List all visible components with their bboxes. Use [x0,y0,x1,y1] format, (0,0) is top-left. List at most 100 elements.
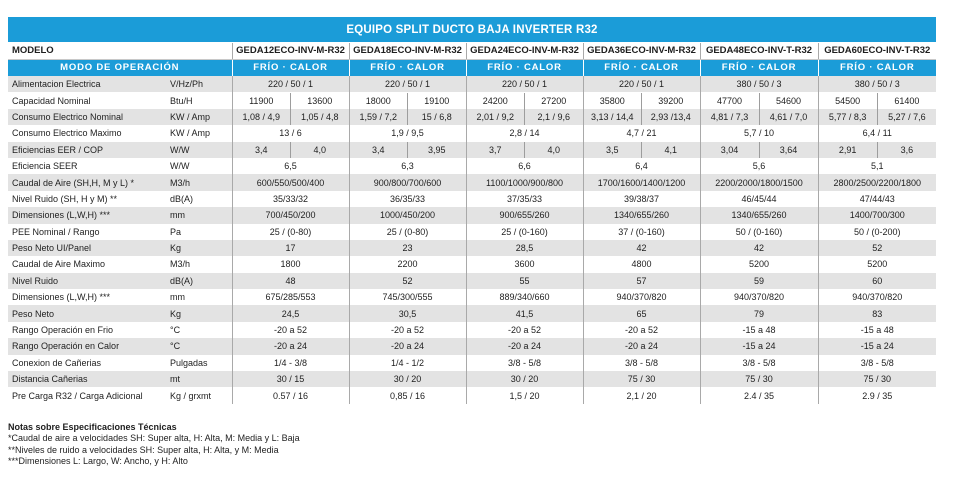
spec-value: 1100/1000/900/800 [465,174,584,191]
spec-unit: W/W [168,157,233,175]
spec-value-heating: 4,0 [547,144,561,155]
spec-value: -15 a 24 [699,338,819,355]
spec-value: 25 / (0-160) [465,223,584,240]
spec-row: Consumo Electrico Nominal KW / Amp 1,08 / … [8,108,937,126]
spec-value: 2,8 / 14 [465,125,584,142]
model-name: GEDA18ECO-INV-M-R32 [348,43,467,60]
spec-value: 25 / (0-80) [231,223,350,240]
table-title: EQUIPO SPLIT DUCTO BAJA INVERTER R32 [8,17,936,42]
spec-parameter: Peso Neto UI/Panel [8,239,168,257]
spec-unit: Btu/H [168,92,233,109]
spec-value: 3600 [465,256,584,273]
operation-mode-value: FRÍO · CALOR [465,59,584,76]
spec-value: 60 [817,272,937,290]
spec-value: 220 / 50 / 1 [582,76,701,93]
model-name: GEDA12ECO-INV-M-R32 [231,43,350,60]
spec-value-heating: 39200 [658,95,684,106]
spec-value-cooling: 35800 [584,92,643,109]
spec-value-pair: 3,4 3,95 [348,141,467,158]
spec-value-cooling: 3,4 [350,141,409,158]
spec-value-heating: 3,64 [779,144,798,155]
spec-value: 380 / 50 / 3 [817,76,937,93]
spec-value: 30 / 20 [465,371,584,388]
spec-parameter: Dimensiones (L,W,H) *** [8,289,168,306]
spec-value-cooling: 11900 [233,92,292,109]
note-line: ***Dimensiones L: Largo, W: Ancho, y H: … [8,455,188,466]
spec-value: 50 / (0-200) [817,223,937,240]
spec-unit: Kg / grxmt [168,387,233,404]
spec-value: 52 [817,239,937,257]
spec-value: 79 [699,305,819,322]
spec-row: Dimensiones (L,W,H) *** mm 675/285/553 745/… [8,289,937,306]
spec-value: 1400/700/300 [817,207,937,224]
spec-value: 2.4 / 35 [699,387,819,404]
spec-value: 42 [582,239,701,257]
spec-value: 25 / (0-80) [348,223,467,240]
spec-value: 2800/2500/2200/1800 [817,174,937,191]
spec-value: 220 / 50 / 1 [348,76,467,93]
spec-value: 65 [582,305,701,322]
spec-value-cooling: 24200 [467,92,526,109]
spec-value: -15 a 48 [699,321,819,339]
spec-value: 75 / 30 [699,371,819,388]
spec-value-pair: 35800 39200 [582,92,701,109]
spec-value: 23 [348,239,467,257]
spec-value: 1,5 / 20 [465,387,584,404]
spec-value: 1/4 - 3/8 [231,354,350,372]
spec-value: 35/33/32 [231,190,350,208]
spec-row: Consumo Electrico Maximo KW / Amp 13 / 6 1,… [8,125,937,142]
spec-value: 940/370/820 [817,289,937,306]
spec-value: 3/8 - 5/8 [465,354,584,372]
spec-value-heating: 19100 [424,95,450,106]
spec-value: -20 a 24 [348,338,467,355]
spec-value-pair: 3,5 4,1 [582,141,701,158]
spec-value-heating: 1,05 / 4,8 [301,111,339,122]
spec-value-cooling: 47700 [701,92,760,109]
spec-value-heating: 4,0 [313,144,327,155]
spec-value: 5,7 / 10 [699,125,819,142]
spec-parameter: PEE Nominal / Rango [8,223,168,240]
spec-value: 30 / 15 [231,371,350,388]
spec-value: 42 [699,239,819,257]
spec-value: 6,5 [231,157,350,175]
spec-value-cooling: 2,91 [819,141,878,158]
note-line: **Niveles de ruido a velocidades SH: Sup… [8,444,279,455]
spec-value: 1700/1600/1400/1200 [582,174,701,191]
spec-value-pair: 4,81 / 7,3 4,61 / 7,0 [699,108,819,126]
spec-parameter: Distancia Cañerias [8,371,168,388]
spec-parameter: Consumo Electrico Nominal [8,108,168,126]
spec-row: Rango Operación en Calor °C -20 a 24 -20 a … [8,338,937,355]
notes-title: Notas sobre Especificaciones Técnicas [8,422,177,432]
spec-value: 940/370/820 [699,289,819,306]
spec-value: 700/450/200 [231,207,350,224]
spec-value-heating: 4,1 [664,144,678,155]
spec-unit: M3/h [168,174,233,191]
spec-row: Nivel Ruido (SH, H y M) ** dB(A) 35/33/32 3… [8,190,937,208]
spec-value: 900/655/260 [465,207,584,224]
spec-value: 3/8 - 5/8 [699,354,819,372]
spec-row: Alimentacion Electrica V/Hz/Ph 220 / 50 / … [8,76,937,93]
spec-value-pair: 3,4 4,0 [231,141,350,158]
spec-value: 6,3 [348,157,467,175]
spec-parameter: Conexion de Cañerias [8,354,168,372]
spec-value-heating: 27200 [541,95,567,106]
spec-value: -20 a 24 [231,338,350,355]
spec-value: -20 a 24 [582,338,701,355]
operation-mode-value: FRÍO · CALOR [817,59,937,76]
spec-value: -15 a 48 [817,321,937,339]
spec-value: 5200 [699,256,819,273]
spec-value-pair: 3,7 4,0 [465,141,584,158]
spec-value-cooling: 54500 [819,92,878,109]
spec-unit: mt [168,371,233,388]
spec-value-pair: 3,13 / 14,4 2,93 /13,4 [582,108,701,126]
spec-unit: mm [168,207,233,224]
spec-parameter: Nivel Ruido [8,272,168,290]
spec-value: 4,7 / 21 [582,125,701,142]
spec-value-heating: 3,95 [428,144,446,155]
spec-value-pair: 1,59 / 7,2 15 / 6,8 [348,108,467,126]
spec-unit: KW / Amp [168,125,233,142]
spec-unit: °C [168,321,233,339]
spec-value-heating: 15 / 6,8 [421,111,452,122]
spec-unit: Pulgadas [168,354,233,372]
spec-value: 57 [582,272,701,290]
